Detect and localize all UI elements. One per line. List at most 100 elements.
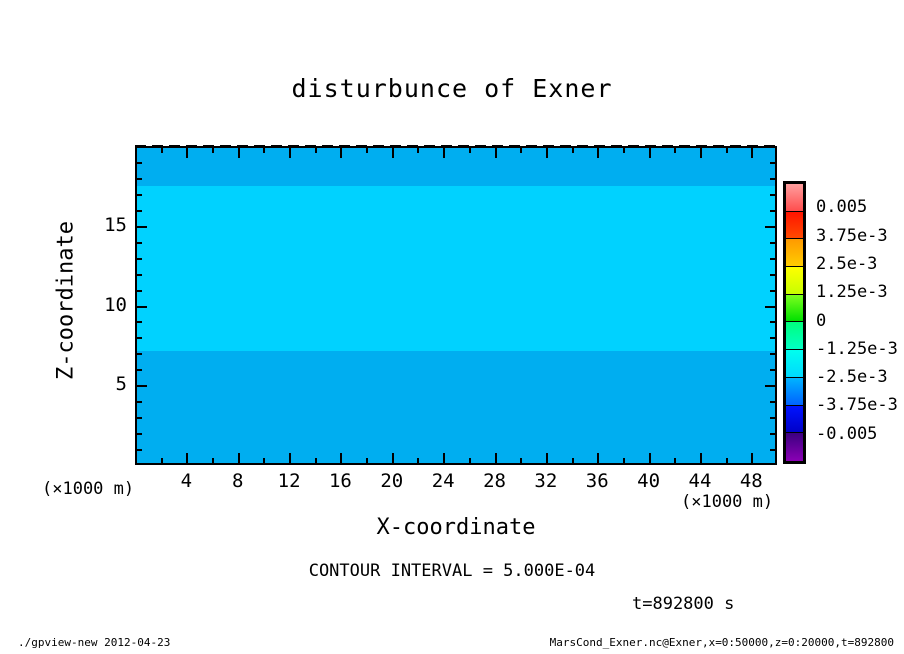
colorbar-band bbox=[786, 184, 803, 212]
x-tick bbox=[289, 453, 291, 465]
y-tick-right bbox=[770, 369, 777, 371]
x-tick-top bbox=[392, 146, 394, 158]
x-unit-note-right: (×1000 m) bbox=[681, 492, 774, 512]
y-tick-label: 10 bbox=[104, 293, 127, 316]
x-tick-top bbox=[726, 146, 728, 153]
y-tick-right bbox=[765, 226, 777, 228]
x-tick-label: 24 bbox=[431, 470, 455, 492]
y-tick-right bbox=[765, 385, 777, 387]
field-band bbox=[137, 148, 775, 187]
colorbar-tick-label: -1.25e-3 bbox=[816, 338, 898, 359]
x-tick bbox=[572, 458, 574, 465]
contour-interval-note: CONTOUR INTERVAL = 5.000E-04 bbox=[308, 561, 596, 581]
y-tick bbox=[135, 385, 147, 387]
colorbar-tick-label: 1.25e-3 bbox=[816, 282, 888, 303]
footer-dataset-source: MarsCond_Exner.nc@Exner,x=0:50000,z=0:20… bbox=[549, 636, 894, 649]
y-tick-right bbox=[770, 162, 777, 164]
x-tick-top bbox=[161, 146, 163, 153]
x-tick-top bbox=[340, 146, 342, 158]
x-tick-label: 36 bbox=[585, 470, 609, 492]
time-annotation: t=892800 s bbox=[632, 594, 735, 614]
y-tick bbox=[135, 449, 142, 451]
field-band bbox=[137, 350, 775, 463]
plot-canvas bbox=[135, 146, 777, 465]
y-tick-right bbox=[770, 433, 777, 435]
x-tick-top bbox=[443, 146, 445, 158]
x-tick bbox=[315, 458, 317, 465]
x-tick bbox=[392, 453, 394, 465]
colorbar-band bbox=[786, 239, 803, 268]
colorbar-band bbox=[786, 294, 803, 323]
x-tick-label: 44 bbox=[688, 470, 712, 492]
x-tick-label: 40 bbox=[637, 470, 661, 492]
x-tick bbox=[623, 458, 625, 465]
y-tick bbox=[135, 417, 142, 419]
y-tick bbox=[135, 337, 142, 339]
colorbar-band bbox=[786, 377, 803, 406]
x-tick bbox=[649, 453, 651, 465]
y-tick bbox=[135, 194, 142, 196]
y-tick bbox=[135, 274, 142, 276]
colorbar-band bbox=[786, 267, 803, 295]
x-tick-label: 8 bbox=[231, 470, 244, 492]
y-tick-right bbox=[770, 210, 777, 212]
x-tick-top bbox=[674, 146, 676, 153]
colorbar-band bbox=[786, 433, 803, 461]
x-tick-label: 4 bbox=[180, 470, 193, 492]
x-tick bbox=[417, 458, 419, 465]
x-tick-top bbox=[546, 146, 548, 158]
colorbar-tick-label: 2.5e-3 bbox=[816, 253, 878, 274]
x-tick bbox=[520, 458, 522, 465]
y-tick bbox=[135, 321, 142, 323]
field-band bbox=[137, 186, 775, 351]
colorbar-tick-label: 0.005 bbox=[816, 197, 868, 218]
y-tick-right bbox=[770, 321, 777, 323]
x-tick bbox=[751, 453, 753, 465]
y-tick-right bbox=[770, 242, 777, 244]
x-tick-top bbox=[263, 146, 265, 153]
x-unit-note-left: (×1000 m) bbox=[42, 479, 135, 499]
y-tick bbox=[135, 258, 142, 260]
x-tick-label: 16 bbox=[328, 470, 352, 492]
x-tick bbox=[238, 453, 240, 465]
x-tick bbox=[700, 453, 702, 465]
y-tick-right bbox=[770, 274, 777, 276]
y-tick-right bbox=[770, 401, 777, 403]
x-tick-label: 20 bbox=[380, 470, 404, 492]
colorbar-tick-label: -0.005 bbox=[816, 423, 878, 444]
y-tick bbox=[135, 433, 142, 435]
x-tick bbox=[726, 458, 728, 465]
colorbar-band bbox=[786, 322, 803, 351]
colorbar-tick-label: 0 bbox=[816, 310, 827, 331]
x-tick-top bbox=[366, 146, 368, 153]
y-tick-right bbox=[770, 194, 777, 196]
x-tick bbox=[495, 453, 497, 465]
x-tick-label: 48 bbox=[739, 470, 763, 492]
x-tick-top bbox=[186, 146, 188, 158]
x-tick-top bbox=[315, 146, 317, 153]
x-tick-label: 28 bbox=[483, 470, 506, 492]
x-tick-top bbox=[495, 146, 497, 158]
x-tick bbox=[186, 453, 188, 465]
x-tick bbox=[366, 458, 368, 465]
x-tick bbox=[674, 458, 676, 465]
y-tick bbox=[135, 369, 142, 371]
y-tick bbox=[135, 226, 147, 228]
colorbar-band bbox=[786, 350, 803, 378]
y-tick-right bbox=[770, 449, 777, 451]
x-tick bbox=[340, 453, 342, 465]
x-tick bbox=[443, 453, 445, 465]
y-tick-right bbox=[770, 417, 777, 419]
x-tick bbox=[212, 458, 214, 465]
y-tick-right bbox=[770, 258, 777, 260]
x-tick-top bbox=[572, 146, 574, 153]
x-tick-top bbox=[212, 146, 214, 153]
y-tick-right bbox=[765, 306, 777, 308]
x-tick bbox=[546, 453, 548, 465]
y-tick bbox=[135, 162, 142, 164]
y-tick-right bbox=[770, 290, 777, 292]
page-title: disturbunce of Exner bbox=[291, 74, 613, 103]
x-tick-top bbox=[623, 146, 625, 153]
y-tick bbox=[135, 178, 142, 180]
x-tick bbox=[469, 458, 471, 465]
